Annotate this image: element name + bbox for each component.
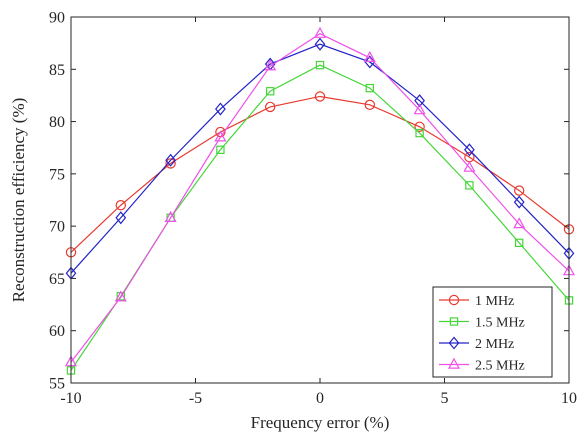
data-point-marker <box>513 195 525 209</box>
x-tick-label: 0 <box>316 390 324 407</box>
data-point-marker <box>364 55 376 69</box>
data-point-marker <box>266 87 275 96</box>
series-layer <box>64 26 576 375</box>
legend-label: 1.5 MHz <box>475 316 525 331</box>
data-point-marker <box>165 158 176 169</box>
x-tick-label: 10 <box>561 390 577 407</box>
x-axis-label: Frequency error (%) <box>251 413 390 432</box>
legend-marker <box>448 336 460 350</box>
series-line <box>70 43 570 274</box>
y-tick-label: 85 <box>49 62 65 79</box>
ticks-layer: -10 -5 0 5 10 55 60 65 70 75 80 85 90 <box>49 10 577 408</box>
legend-label: 2 MHz <box>475 337 514 352</box>
legend-item: 2.5 MHz <box>439 357 525 374</box>
y-tick-label: 55 <box>49 376 65 393</box>
data-point-marker <box>114 290 127 302</box>
y-tick-label: 75 <box>49 166 65 183</box>
data-point-marker <box>215 102 226 116</box>
data-point-marker <box>214 130 227 142</box>
legend-item: 1.5 MHz <box>439 316 525 331</box>
x-tick-label: 5 <box>441 390 449 407</box>
data-point-marker <box>363 50 376 62</box>
x-tick-label: -5 <box>189 390 202 407</box>
y-axis-label: Reconstruction efficiency (%) <box>9 98 28 303</box>
legend-marker <box>447 357 461 369</box>
legend-item: 1 MHz <box>439 294 514 309</box>
data-point-marker <box>314 91 326 102</box>
legend: 1 MHz 1.5 MHz 2 MHz 2.5 MHz <box>432 286 553 378</box>
data-point-marker <box>464 143 475 157</box>
data-point-marker <box>514 238 524 248</box>
series-line <box>70 95 570 253</box>
legend-label: 2.5 MHz <box>475 359 525 374</box>
data-point-marker <box>165 153 176 167</box>
data-point-marker <box>265 101 276 113</box>
x-tick-label: -10 <box>60 390 81 407</box>
legend-label: 1 MHz <box>475 294 514 309</box>
data-point-marker <box>415 128 424 138</box>
y-tick-label: 90 <box>49 10 65 27</box>
series-line <box>70 33 570 363</box>
data-point-marker <box>264 59 277 71</box>
y-tick-label: 60 <box>49 323 65 340</box>
data-point-marker <box>216 145 225 155</box>
data-point-marker <box>463 160 476 172</box>
data-point-marker <box>164 210 177 222</box>
data-point-marker <box>365 83 375 93</box>
data-point-marker <box>364 99 375 111</box>
data-point-marker <box>414 94 425 108</box>
data-point-marker <box>314 37 326 51</box>
legend-marker <box>449 317 459 326</box>
y-tick-label: 65 <box>49 271 65 288</box>
data-point-marker <box>513 217 526 229</box>
data-point-marker <box>465 181 474 190</box>
data-point-marker <box>514 185 525 196</box>
data-point-marker <box>313 26 327 38</box>
data-point-marker <box>115 200 127 211</box>
legend-marker <box>448 294 460 306</box>
data-point-marker <box>414 121 425 133</box>
data-point-marker <box>115 211 127 225</box>
y-tick-label: 80 <box>49 114 65 131</box>
y-tick-label: 70 <box>49 219 65 236</box>
series-4 <box>64 26 576 367</box>
legend-item: 2 MHz <box>439 336 514 352</box>
data-point-marker <box>413 103 426 115</box>
data-point-marker <box>315 60 325 70</box>
